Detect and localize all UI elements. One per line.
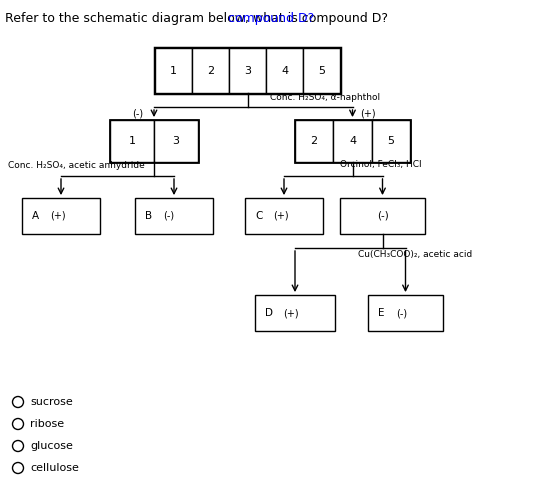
Bar — [154, 120, 198, 162]
Text: E: E — [378, 308, 384, 318]
Bar — [135, 198, 213, 234]
Text: 5: 5 — [318, 65, 325, 75]
Text: 3: 3 — [244, 65, 251, 75]
Bar — [295, 120, 333, 162]
Text: (-): (-) — [163, 211, 174, 221]
Bar — [372, 120, 410, 162]
Text: (-): (-) — [377, 211, 388, 221]
Text: (+): (+) — [50, 211, 66, 221]
Text: Conc. H₂SO₄, α-naphthol: Conc. H₂SO₄, α-naphthol — [270, 94, 380, 102]
Text: B: B — [145, 211, 152, 221]
Text: (+): (+) — [360, 108, 376, 118]
Text: Cu(CH₃COO)₂, acetic acid: Cu(CH₃COO)₂, acetic acid — [358, 250, 472, 260]
Text: Refer to the schematic diagram below, what is compound D?: Refer to the schematic diagram below, wh… — [5, 12, 388, 25]
Text: A: A — [32, 211, 39, 221]
Text: D: D — [265, 308, 273, 318]
Text: C: C — [255, 211, 262, 221]
Text: 5: 5 — [387, 136, 394, 146]
Text: (+): (+) — [273, 211, 289, 221]
Text: 4: 4 — [281, 65, 288, 75]
Text: Conc. H₂SO₄, acetic anhydride: Conc. H₂SO₄, acetic anhydride — [8, 161, 145, 169]
Text: 4: 4 — [349, 136, 356, 146]
Text: 1: 1 — [128, 136, 135, 146]
Text: (-): (-) — [396, 308, 407, 318]
Bar — [255, 295, 335, 331]
Bar — [245, 198, 323, 234]
Text: 3: 3 — [173, 136, 180, 146]
Text: compound D?: compound D? — [228, 12, 314, 25]
Bar — [155, 48, 192, 93]
Bar — [340, 198, 425, 234]
Text: sucrose: sucrose — [30, 397, 73, 407]
Text: (+): (+) — [283, 308, 299, 318]
Text: cellulose: cellulose — [30, 463, 79, 473]
Bar — [22, 198, 100, 234]
Bar — [295, 120, 410, 162]
Bar — [155, 48, 340, 93]
Bar — [368, 295, 443, 331]
Text: ribose: ribose — [30, 419, 64, 429]
Bar — [266, 48, 303, 93]
Text: Orcinol, FeCl₃, HCl: Orcinol, FeCl₃, HCl — [340, 161, 421, 169]
Text: (-): (-) — [132, 108, 144, 118]
Text: 2: 2 — [311, 136, 318, 146]
Bar — [229, 48, 266, 93]
Bar — [333, 120, 372, 162]
Text: 1: 1 — [170, 65, 177, 75]
Bar — [110, 120, 198, 162]
Text: 2: 2 — [207, 65, 214, 75]
Bar — [110, 120, 154, 162]
Bar — [303, 48, 340, 93]
Bar — [192, 48, 229, 93]
Text: glucose: glucose — [30, 441, 73, 451]
